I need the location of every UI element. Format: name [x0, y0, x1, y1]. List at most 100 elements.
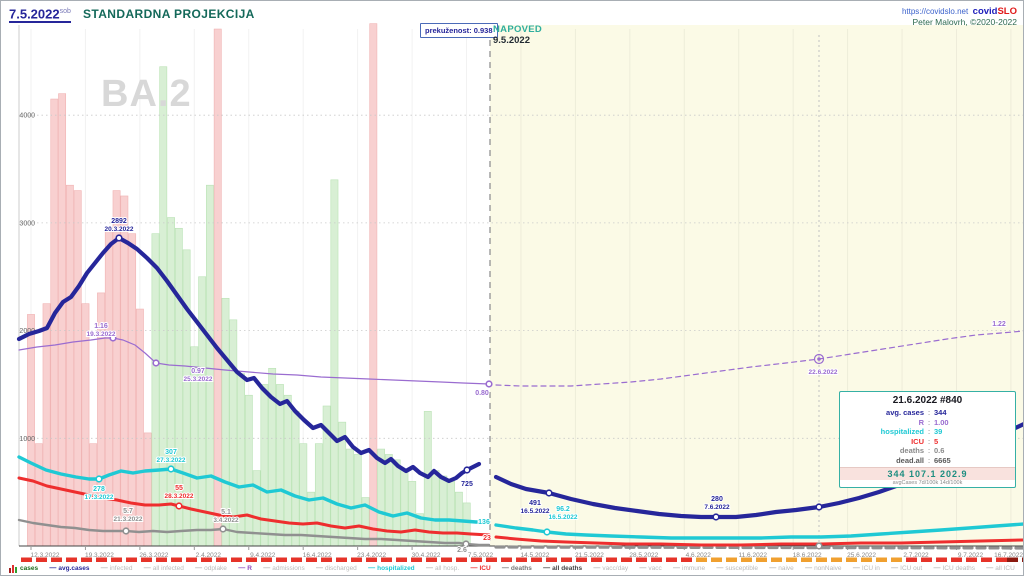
info-box-rows: avg. cases:344 R:1.00 hospitalized:39 ICU:5… [840, 408, 1015, 465]
data-point-marker [815, 503, 823, 511]
legend-line-swatch: — [986, 564, 994, 572]
legend-item-label: hospitalized [377, 565, 415, 572]
series-deaths [17, 518, 491, 547]
info-box-footer-values: 344 107.1 202.9 [840, 467, 1015, 480]
legend-item-cases[interactable]: cases [9, 564, 38, 573]
legend-item-vacc[interactable]: — vacc [639, 565, 661, 573]
forecast-date: 9.5.2022 [493, 35, 530, 46]
legend-item-label: infected [109, 565, 133, 572]
legend-line-swatch: — [263, 564, 271, 572]
legend-item-label: all ICU [995, 565, 1015, 572]
legend-item-label: all hosp. [434, 565, 460, 572]
series-avg.cases [16, 235, 482, 484]
legend-item-label: ICU [479, 565, 491, 572]
x-axis-label: 16.4.2022 [303, 552, 332, 559]
legend-item-label: nonNaive [814, 565, 842, 572]
current-date[interactable]: 7.5.2022sob [9, 5, 71, 24]
y-axis-label: 2000 [19, 328, 35, 335]
chart-annotation-date: 19.3.2022 [87, 331, 116, 338]
legend-line-swatch: — [769, 564, 777, 572]
current-date-value: 7.5.2022 [9, 6, 60, 22]
legend-item-label: deaths [510, 565, 532, 572]
chart-annotation: 1.16 [94, 323, 108, 330]
weekday-abbrev: sob [59, 8, 71, 15]
data-point-marker [463, 466, 471, 474]
legend-line-swatch: — [593, 564, 601, 572]
legend-item-discharged[interactable]: — discharged [316, 564, 357, 573]
info-box-row: dead.all:6665 [896, 455, 951, 465]
legend-item-infected[interactable]: — infected [100, 564, 133, 573]
data-point-marker [712, 513, 720, 521]
forecast-block: NAPOVED 9.5.2022 [493, 24, 542, 46]
legend-line-swatch: — [933, 564, 941, 572]
data-point-marker [545, 489, 553, 497]
chart-annotation: 136 [478, 519, 490, 526]
series-ICU-forecast [494, 535, 1023, 547]
x-axis-label: 9.7.2022 [958, 552, 984, 559]
legend-line-swatch: — [100, 564, 108, 572]
chart-annotation: 55 [175, 485, 183, 492]
legend-item-nonnaive[interactable]: — nonNaive [805, 564, 842, 573]
chart-annotation: 5.7 [123, 508, 133, 515]
x-axis-label: 12.3.2022 [31, 552, 60, 559]
legend-item-label: all deaths [552, 565, 583, 572]
logo-covid: covid [972, 6, 998, 17]
x-axis-label: 26.3.2022 [139, 552, 168, 559]
series-R-forecast [495, 330, 1023, 387]
variant-watermark: BA.2 [101, 73, 192, 115]
chart-annotation-date: 3.4.2022 [213, 517, 239, 524]
legend-line-swatch: — [805, 564, 813, 572]
chart-annotation-date: 20.3.2022 [105, 226, 134, 233]
legend-item-deaths[interactable]: — deaths [502, 565, 532, 573]
legend-item-label: R [247, 565, 252, 572]
site-credit: https://covidslo.net covidSLO Peter Malo… [902, 4, 1017, 28]
legend-item-all-hosp-[interactable]: — all hosp. [426, 565, 460, 573]
info-box-footer-caption: avgCases 7d/100k 14d/100k [892, 480, 963, 486]
daily-cases-bars [27, 23, 471, 547]
legend-item-all-icu[interactable]: — all ICU [986, 564, 1015, 573]
chart-annotation: 0.97 [191, 368, 205, 375]
legend-item-label: odplake [204, 565, 227, 572]
legend-item-icu[interactable]: — ICU [470, 565, 491, 573]
legend-item-all-infected[interactable]: — all infected [144, 565, 184, 573]
chart-annotation-date: 27.3.2022 [157, 457, 186, 464]
chart-annotation-date: 28.3.2022 [165, 493, 194, 500]
data-point-marker [109, 334, 117, 342]
legend-item-all-deaths[interactable]: — all deaths [543, 565, 583, 573]
info-box-row: R:1.00 [918, 417, 949, 427]
legend-item-icu-out[interactable]: — ICU out [891, 564, 922, 573]
site-url-link[interactable]: https://covidslo.net [901, 7, 969, 16]
data-point-marker [543, 528, 551, 536]
legend-item-naive[interactable]: — naive [769, 564, 794, 573]
legend-item-icu-deaths[interactable]: — ICU deaths [933, 564, 975, 573]
legend-item-icu-in[interactable]: — ICU in [853, 565, 880, 573]
legend-item-hospitalized[interactable]: — hospitalized [368, 564, 415, 573]
legend-line-swatch: — [195, 564, 203, 572]
legend-item-immune[interactable]: — immune [673, 565, 705, 573]
chart-annotation: 491 [529, 500, 541, 507]
prekuzenost-badge: prekuženost: 0.938 [420, 23, 498, 38]
legend-item-avg-cases[interactable]: — avg.cases [49, 565, 89, 573]
data-point-marker [462, 540, 470, 548]
legend-line-swatch: — [368, 564, 376, 572]
forecast-label: NAPOVED [493, 24, 543, 35]
legend-line-swatch: — [716, 564, 724, 572]
legend-item-label: admissions [272, 565, 305, 572]
legend-item-susceptible[interactable]: — susceptible [716, 564, 758, 573]
chart-annotation: 725 [461, 481, 473, 488]
legend-item-odplake[interactable]: — odplake [195, 564, 227, 573]
chart-annotation: 23 [483, 535, 491, 542]
legend-line-swatch: — [891, 564, 899, 572]
logo-slo: SLO [997, 6, 1017, 17]
legend-item-label: ICU in [861, 565, 880, 572]
chart-annotation: 22.6.2022 [809, 369, 838, 376]
data-point-marker [115, 234, 123, 242]
legend-item-vacc-day[interactable]: — vacc/day [593, 564, 628, 573]
data-point-marker [175, 502, 183, 510]
legend-item-label: susceptible [725, 565, 758, 572]
legend-line-swatch: — [316, 564, 323, 572]
x-axis-label: 21.5.2022 [575, 552, 604, 559]
legend-item-admissions[interactable]: — admissions [263, 564, 305, 573]
legend-item-r[interactable]: — R [238, 565, 252, 573]
